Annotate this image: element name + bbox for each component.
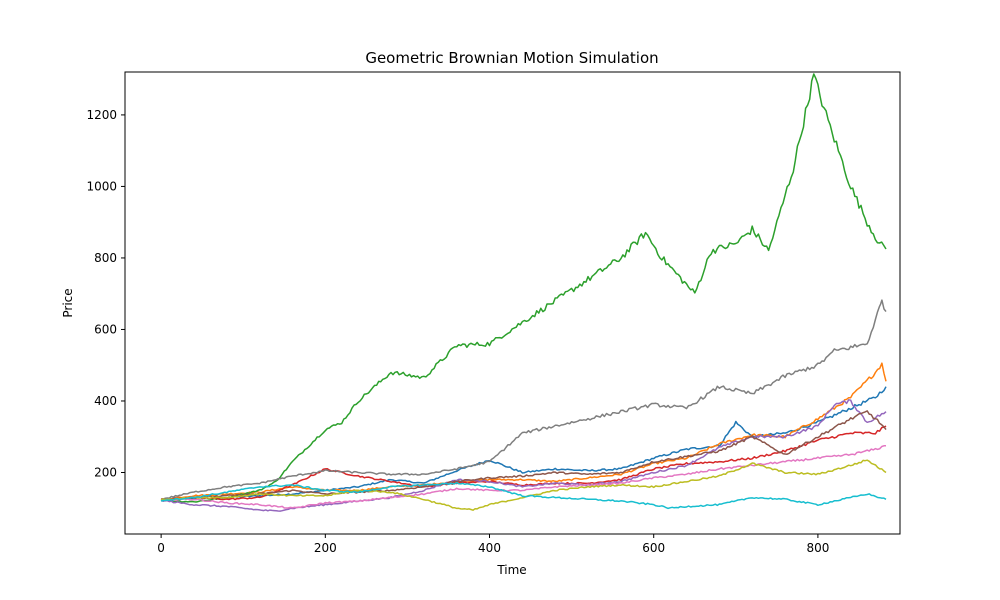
y-axis-label: Price (61, 288, 75, 317)
plot-frame (124, 71, 901, 535)
x-tick-label: 800 (806, 541, 829, 555)
y-tick-label: 1000 (86, 179, 117, 193)
y-tick-label: 400 (94, 394, 117, 408)
x-tick-label: 600 (642, 541, 665, 555)
series-line-8 (160, 459, 887, 511)
series-line-6 (160, 444, 887, 509)
series-line-2 (160, 73, 887, 503)
x-axis: 0 200 400 600 800 (157, 534, 829, 555)
series-line-7 (160, 299, 887, 501)
series-line-1 (160, 362, 887, 500)
x-tick-label: 400 (478, 541, 501, 555)
y-axis: 200 400 600 800 1000 1200 (86, 108, 125, 479)
x-tick-label: 0 (157, 541, 165, 555)
chart-title: Geometric Brownian Motion Simulation (365, 49, 658, 67)
x-axis-label: Time (496, 563, 526, 577)
series-line-5 (160, 410, 887, 500)
y-tick-label: 800 (94, 251, 117, 265)
y-tick-label: 200 (94, 465, 117, 479)
x-tick-label: 200 (314, 541, 337, 555)
y-tick-label: 1200 (86, 108, 117, 122)
series-line-3 (160, 425, 887, 501)
series-lines (160, 73, 887, 512)
series-line-9 (160, 481, 887, 510)
series-line-4 (160, 399, 887, 512)
y-tick-label: 600 (94, 322, 117, 336)
